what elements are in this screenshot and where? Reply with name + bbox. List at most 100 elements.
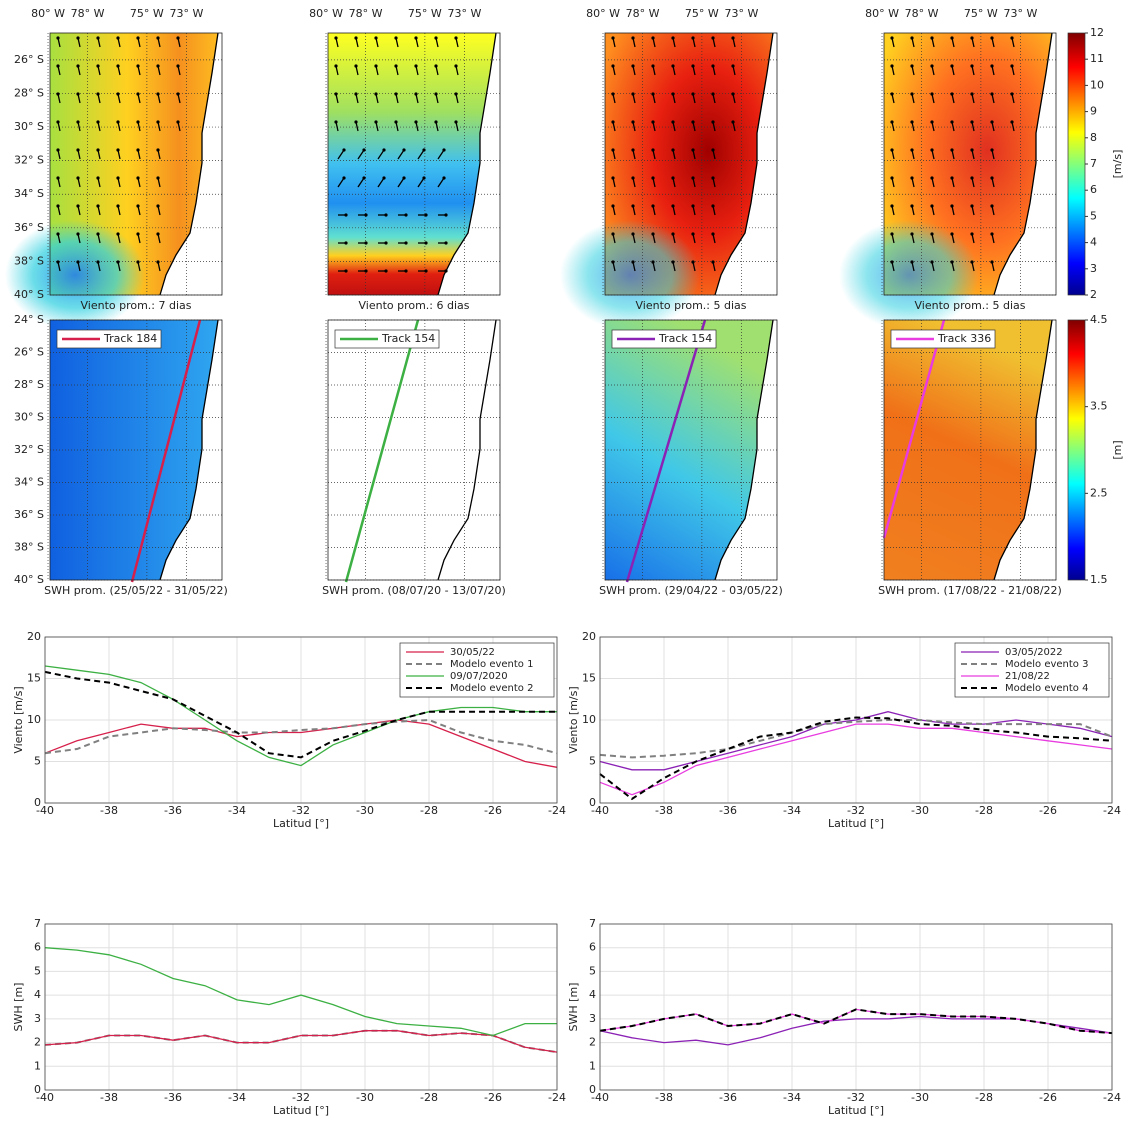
wind-arrow-head xyxy=(970,232,974,236)
wind-arrow-head xyxy=(671,204,675,208)
x-tick-label: -40 xyxy=(591,1091,609,1104)
wind-arrow-head xyxy=(711,204,715,208)
wind-arrow-head xyxy=(890,232,894,236)
data-line xyxy=(44,665,557,767)
wind-arrow xyxy=(417,149,425,160)
y-axis-label: SWH [m] xyxy=(567,983,580,1032)
data-line xyxy=(44,1030,558,1053)
wind-arrow-head xyxy=(444,269,448,273)
wind-arrow-head xyxy=(671,232,675,236)
colorbar-tick-label: 2 xyxy=(1090,288,1097,301)
wind-arrow-head xyxy=(422,176,426,180)
wind-arrow-head xyxy=(176,92,180,96)
wind-arrow-head xyxy=(671,176,675,180)
y-axis-label: SWH [m] xyxy=(12,983,25,1032)
wind-arrow-head xyxy=(382,148,386,152)
data-line xyxy=(599,1008,1113,1035)
x-tick-label: -26 xyxy=(1039,804,1057,817)
wind-arrow-head xyxy=(910,260,914,264)
x-tick-label: -26 xyxy=(484,804,502,817)
lat-label: 34° S xyxy=(14,476,44,489)
colorbar-tick-label: 1.5 xyxy=(1090,573,1108,586)
wind-arrow-head xyxy=(354,64,358,68)
data-line xyxy=(599,711,1113,771)
wind-arrow-head xyxy=(116,120,120,124)
lon-label: 73° W xyxy=(1003,7,1037,20)
map-field-blob xyxy=(839,220,979,330)
legend-label: Modelo evento 4 xyxy=(1005,683,1088,694)
wind-arrow-head xyxy=(950,148,954,152)
wind-arrow-head xyxy=(434,36,438,40)
x-tick-label: -40 xyxy=(36,804,54,817)
wind-arrow-head xyxy=(910,120,914,124)
wind-arrow-head xyxy=(116,260,120,264)
wind-arrow-head xyxy=(56,148,60,152)
colorbar-tick-label: 2.5 xyxy=(1090,486,1108,499)
land xyxy=(715,33,777,295)
wind-arrow-head xyxy=(156,120,160,124)
wind-arrow-head xyxy=(970,36,974,40)
y-tick-label: 20 xyxy=(27,630,41,643)
wind-arrow-head xyxy=(374,120,378,124)
colorbar xyxy=(1067,319,1086,581)
wind-arrow-head xyxy=(394,64,398,68)
wind-arrow-head xyxy=(374,36,378,40)
wind-arrow-head xyxy=(930,64,934,68)
lon-label: 78° W xyxy=(349,7,383,20)
axes-frame xyxy=(44,923,558,1091)
wind-arrow-head xyxy=(364,241,368,245)
wind-arrow-head xyxy=(56,204,60,208)
colorbar-tick-label: 3 xyxy=(1090,262,1097,275)
x-tick-label: -24 xyxy=(1103,1091,1121,1104)
wind-arrow-head xyxy=(1010,120,1014,124)
wind-arrow-head xyxy=(990,260,994,264)
y-tick-label: 0 xyxy=(34,796,41,809)
y-tick-label: 3 xyxy=(34,1012,41,1025)
track-line xyxy=(625,319,707,583)
wind-arrow-head xyxy=(136,64,140,68)
wind-arrow-head xyxy=(990,148,994,152)
wind-arrow-head xyxy=(731,36,735,40)
colorbar-tick-label: 6 xyxy=(1090,183,1097,196)
wind-arrow-head xyxy=(890,176,894,180)
wind-arrow-head xyxy=(671,148,675,152)
legend-label: Modelo evento 3 xyxy=(1005,659,1088,670)
legend-label: Modelo evento 1 xyxy=(450,659,533,670)
wind-arrow-head xyxy=(671,36,675,40)
legend-label: Modelo evento 2 xyxy=(450,683,533,694)
lat-label: 36° S xyxy=(14,221,44,234)
legend-label: 30/05/22 xyxy=(450,647,495,658)
wind-arrow-head xyxy=(711,120,715,124)
wind-arrow-head xyxy=(136,92,140,96)
wind-arrow-head xyxy=(950,232,954,236)
coastline xyxy=(714,319,774,581)
map-caption: SWH prom. (08/07/20 - 13/07/20) xyxy=(322,584,506,597)
lon-label: 78° W xyxy=(71,7,105,20)
wind-arrow-head xyxy=(56,176,60,180)
y-tick-label: 4 xyxy=(34,988,41,1001)
wind-arrow-head xyxy=(96,120,100,124)
wind-arrow-head xyxy=(334,64,338,68)
wind-arrow-head xyxy=(136,176,140,180)
wind-arrow-head xyxy=(651,176,655,180)
wind-arrow-head xyxy=(116,176,120,180)
wind-arrow-head xyxy=(611,260,615,264)
wind-arrow-head xyxy=(454,92,458,96)
x-tick-label: -32 xyxy=(292,1091,310,1104)
y-tick-label: 2 xyxy=(34,1036,41,1049)
land xyxy=(160,33,222,295)
wind-arrow-head xyxy=(910,204,914,208)
wind-arrow-head xyxy=(691,64,695,68)
wind-arrow-head xyxy=(56,260,60,264)
coastline xyxy=(159,319,219,581)
colorbar-tick-label: 3.5 xyxy=(1090,400,1108,413)
colorbar-tick-label: 5 xyxy=(1090,209,1097,222)
wind-arrow-head xyxy=(671,260,675,264)
data-line xyxy=(44,670,557,759)
wind-arrow-head xyxy=(970,176,974,180)
wind-arrow-head xyxy=(711,64,715,68)
wind-arrow-head xyxy=(56,64,60,68)
coastline xyxy=(437,319,497,581)
lat-label: 32° S xyxy=(14,443,44,456)
